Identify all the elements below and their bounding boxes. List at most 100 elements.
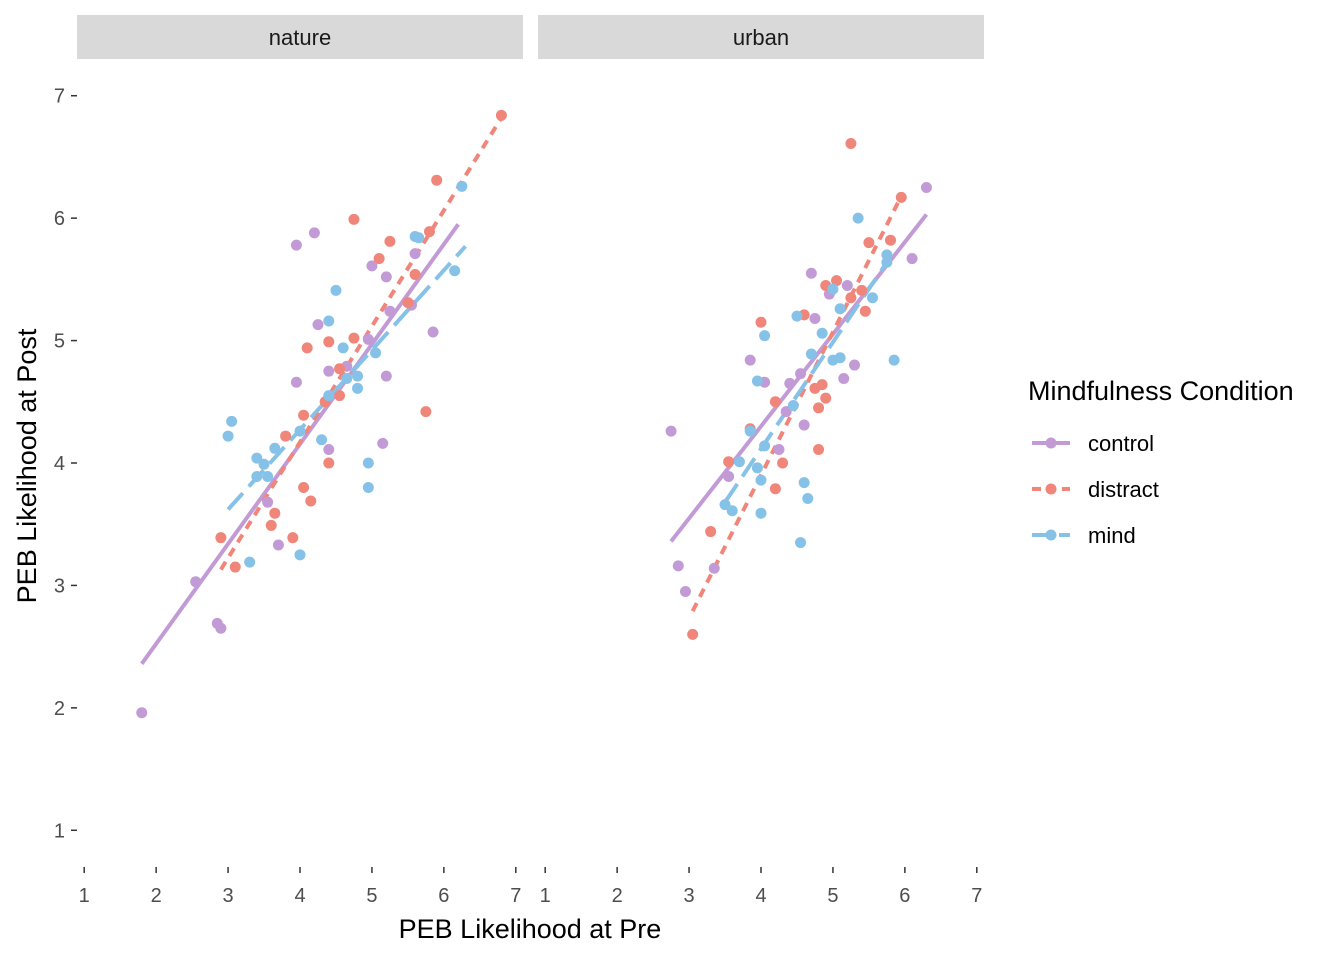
legend-key-point-distract — [1045, 483, 1057, 495]
x-tick-label: 5 — [366, 885, 377, 907]
point-mind — [413, 232, 425, 244]
point-control — [744, 354, 756, 366]
panel-nature — [136, 109, 507, 719]
legend-label-control: control — [1088, 431, 1154, 456]
point-control — [780, 406, 792, 418]
point-mind — [244, 556, 256, 568]
point-distract — [269, 507, 281, 519]
y-tick-label: 6 — [54, 208, 65, 230]
point-mind — [294, 549, 306, 561]
point-control — [384, 305, 396, 317]
point-mind — [816, 327, 828, 339]
y-tick-label: 1 — [54, 820, 65, 842]
facet-strip-urban — [538, 15, 984, 59]
point-distract — [816, 379, 828, 391]
point-mind — [323, 315, 335, 327]
point-mind — [222, 430, 234, 442]
point-control — [312, 319, 324, 331]
point-distract — [769, 483, 781, 495]
point-distract — [863, 237, 875, 249]
y-tick-label: 2 — [54, 698, 65, 720]
point-control — [795, 368, 807, 380]
point-mind — [867, 292, 878, 304]
point-mind — [744, 425, 756, 437]
fit-line-distract — [219, 116, 504, 571]
point-mind — [262, 470, 274, 482]
point-mind — [449, 265, 461, 277]
point-mind — [834, 303, 846, 315]
point-distract — [323, 457, 335, 469]
facet-label-nature: nature — [269, 25, 331, 50]
point-control — [849, 359, 861, 371]
point-control — [809, 313, 821, 325]
point-distract — [298, 481, 310, 493]
point-control — [190, 576, 202, 588]
point-distract — [831, 275, 843, 287]
point-mind — [719, 499, 731, 511]
point-control — [841, 279, 853, 291]
point-distract — [215, 532, 227, 544]
point-mind — [251, 470, 263, 482]
facet-strip-nature — [77, 15, 523, 59]
point-mind — [362, 457, 374, 469]
point-distract — [301, 342, 313, 354]
point-mind — [226, 415, 238, 427]
point-mind — [362, 481, 374, 493]
point-distract — [409, 268, 421, 280]
x-tick-label: 3 — [684, 885, 695, 907]
point-mind — [755, 507, 767, 519]
point-mind — [370, 347, 382, 359]
legend-title: Mindfulness Condition — [1028, 376, 1294, 406]
point-mind — [726, 505, 738, 517]
legend-key-point-control — [1045, 437, 1057, 449]
point-control — [784, 377, 796, 389]
point-mind — [733, 456, 745, 468]
x-axis-urban: 1 2 3 4 5 6 7 — [540, 867, 982, 907]
point-mind — [795, 537, 807, 549]
point-distract — [298, 409, 310, 421]
y-tick-label: 4 — [54, 453, 65, 475]
x-tick-label: 3 — [223, 885, 234, 907]
point-mind — [888, 354, 900, 366]
point-control — [308, 227, 320, 239]
point-distract — [845, 137, 857, 149]
point-mind — [352, 382, 364, 394]
point-mind — [258, 458, 270, 470]
x-tick-label: 6 — [899, 885, 910, 907]
y-axis-title: PEB Likelihood at Post — [12, 328, 42, 603]
x-tick-label: 2 — [612, 885, 623, 907]
point-distract — [431, 174, 443, 186]
point-control — [290, 376, 302, 388]
legend-label-distract: distract — [1088, 477, 1159, 502]
point-distract — [305, 495, 317, 507]
point-control — [773, 444, 785, 456]
point-distract — [813, 402, 825, 414]
point-control — [906, 253, 918, 265]
point-distract — [755, 316, 767, 328]
x-tick-label: 1 — [540, 885, 551, 907]
point-distract — [895, 191, 907, 203]
point-distract — [373, 253, 385, 265]
point-mind — [787, 399, 799, 411]
point-mind — [802, 493, 814, 505]
y-tick-label: 7 — [54, 86, 65, 108]
point-mind — [352, 370, 364, 382]
point-mind — [759, 330, 771, 342]
point-distract — [334, 390, 346, 402]
point-mind — [798, 477, 810, 489]
point-distract — [348, 213, 360, 225]
point-distract — [229, 561, 241, 573]
x-axis-nature: 1 2 3 4 5 6 7 — [79, 867, 521, 907]
point-mind — [791, 310, 803, 322]
point-distract — [423, 226, 435, 238]
point-control — [672, 560, 684, 572]
point-distract — [280, 430, 292, 442]
legend: Mindfulness Condition control distract min… — [1028, 376, 1294, 548]
point-distract — [495, 109, 507, 121]
point-distract — [820, 392, 832, 404]
point-distract — [420, 406, 432, 418]
point-mind — [805, 348, 817, 360]
fit-line-mind — [723, 261, 889, 504]
x-tick-label: 4 — [755, 885, 766, 907]
